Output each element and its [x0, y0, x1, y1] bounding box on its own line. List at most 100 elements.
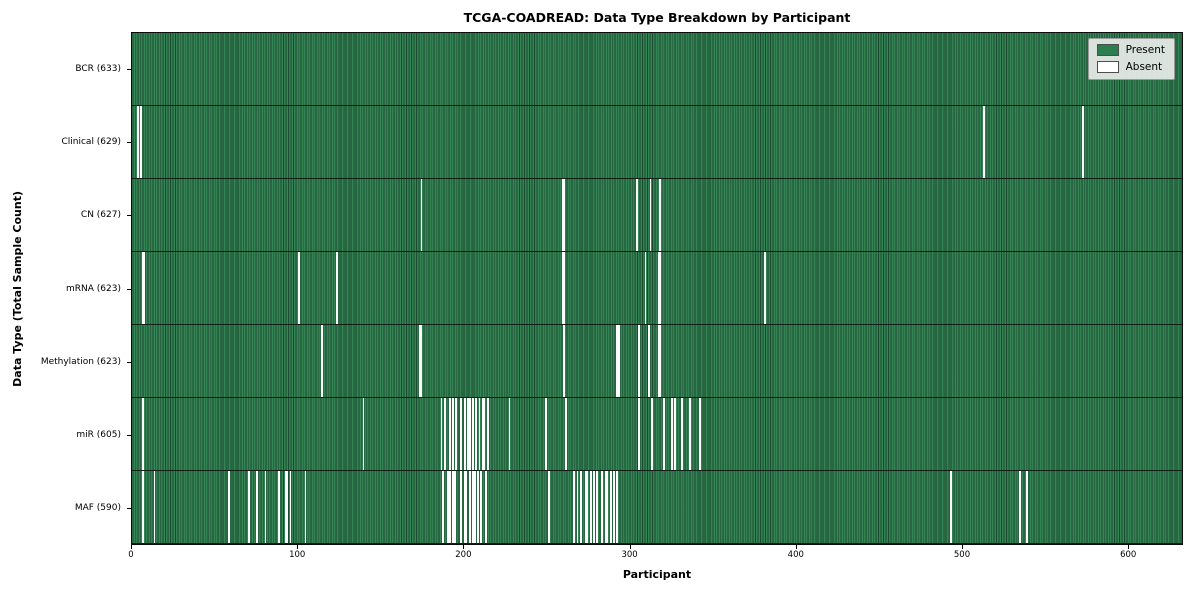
absent-mark [420, 325, 423, 397]
y-tick [127, 362, 131, 363]
absent-mark [140, 106, 143, 178]
absent-mark [286, 471, 289, 543]
y-tick [127, 289, 131, 290]
absent-mark [604, 471, 607, 543]
x-tick [795, 545, 797, 549]
y-tick-label: miR (605) [76, 430, 121, 440]
y-tick [127, 435, 131, 436]
absent-swatch-icon [1096, 61, 1119, 73]
legend-absent-label: Absent [1125, 61, 1163, 73]
absent-mark [561, 252, 564, 324]
absent-mark [579, 471, 582, 543]
absent-mark [141, 471, 144, 543]
absent-mark [657, 252, 660, 324]
absent-mark [699, 398, 702, 470]
absent-mark [453, 471, 456, 543]
absent-mark [545, 398, 547, 470]
legend-item-present: Present [1096, 44, 1165, 56]
absent-mark [563, 325, 566, 397]
absent-mark [284, 471, 287, 543]
absent-mark [321, 325, 323, 397]
absent-mark [463, 398, 466, 470]
absent-mark [563, 252, 566, 324]
absent-mark [228, 471, 230, 543]
absent-mark [463, 471, 466, 543]
y-tick [127, 215, 131, 216]
absent-mark [467, 398, 469, 470]
absent-mark [1026, 471, 1028, 543]
row-mrna [132, 252, 1182, 325]
absent-mark [651, 398, 653, 470]
absent-mark [659, 325, 662, 397]
chart-title: TCGA-COADREAD: Data Type Breakdown by Pa… [463, 10, 851, 25]
absent-mark [297, 252, 300, 324]
absent-mark [264, 471, 267, 543]
absent-mark [674, 398, 677, 470]
absent-mark [472, 398, 474, 470]
y-tick [127, 69, 131, 70]
x-tick-label: 100 [289, 550, 306, 560]
absent-mark [1019, 471, 1022, 543]
absent-mark [442, 471, 444, 543]
absent-mark [548, 471, 551, 543]
y-tick-label: Methylation (623) [40, 357, 121, 367]
x-tick-label: 300 [621, 550, 638, 560]
x-tick [463, 545, 465, 549]
absent-mark [483, 398, 486, 470]
absent-mark [141, 398, 144, 470]
absent-mark [1082, 106, 1085, 178]
absent-mark [447, 471, 449, 543]
absent-mark [576, 471, 579, 543]
absent-mark [659, 252, 662, 324]
x-tick-label: 600 [1120, 550, 1137, 560]
absent-mark [468, 471, 471, 543]
x-tick [297, 545, 299, 549]
absent-mark [589, 471, 592, 543]
plot-area: Present Absent [131, 32, 1183, 545]
absent-mark [573, 471, 576, 543]
absent-mark [485, 471, 488, 543]
row-cn [132, 179, 1182, 252]
x-tick [629, 545, 631, 549]
absent-mark [153, 471, 156, 543]
absent-mark [657, 325, 660, 397]
absent-mark [440, 398, 443, 470]
legend-present-label: Present [1125, 44, 1165, 56]
absent-mark [465, 471, 468, 543]
absent-mark [593, 471, 595, 543]
legend-item-absent: Absent [1096, 61, 1165, 73]
absent-mark [618, 325, 620, 397]
y-tick-label: BCR (633) [75, 64, 121, 74]
absent-mark [647, 325, 650, 397]
absent-mark [563, 179, 566, 251]
absent-mark [763, 252, 766, 324]
absent-mark [443, 398, 446, 470]
y-tick-label: CN (627) [80, 210, 121, 220]
absent-mark [468, 398, 471, 470]
legend: Present Absent [1087, 38, 1175, 80]
x-tick-label: 400 [787, 550, 804, 560]
absent-mark [586, 471, 589, 543]
row-methylation [132, 325, 1182, 398]
absent-mark [248, 471, 250, 543]
absent-mark [508, 398, 511, 470]
x-tick [131, 545, 132, 549]
absent-mark [982, 106, 985, 178]
absent-mark [477, 471, 479, 543]
y-tick-label: MAF (590) [74, 503, 121, 513]
absent-mark [616, 325, 619, 397]
absent-mark [448, 398, 451, 470]
x-axis-title: Participant [622, 568, 692, 581]
absent-mark [472, 471, 474, 543]
absent-mark [420, 179, 423, 251]
x-tick-label: 0 [128, 550, 134, 560]
absent-mark [637, 398, 640, 470]
absent-mark [473, 471, 476, 543]
absent-mark [336, 252, 338, 324]
x-tick-label: 200 [455, 550, 472, 560]
absent-mark [609, 471, 612, 543]
absent-mark [304, 471, 307, 543]
absent-mark [362, 398, 365, 470]
x-tick [1128, 545, 1130, 549]
